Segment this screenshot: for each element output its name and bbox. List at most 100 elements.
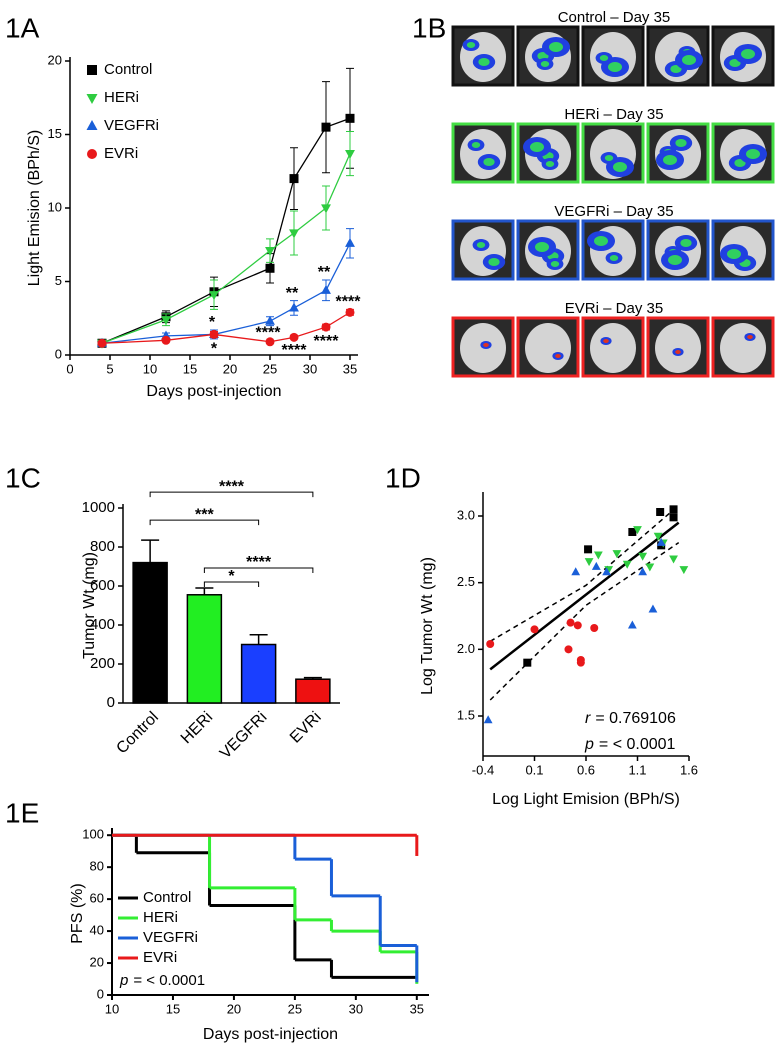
marker — [566, 618, 575, 627]
marker — [584, 558, 594, 567]
legend-label: VEGFRi — [104, 117, 159, 134]
marker — [627, 620, 637, 629]
stat-symbol: p — [119, 972, 128, 989]
bar — [240, 643, 277, 704]
panel-label: 1E — [5, 797, 39, 828]
legend-label: Control — [143, 889, 191, 906]
signal-core — [675, 350, 681, 354]
marker — [483, 715, 493, 724]
x-axis-label: Days post-injection — [203, 1026, 338, 1043]
bar — [132, 561, 168, 704]
signal-core — [675, 139, 687, 147]
x-tick-label: 15 — [183, 361, 197, 376]
marker — [523, 658, 532, 667]
mouse-body — [720, 323, 766, 373]
significance-label: ** — [318, 264, 331, 281]
x-tick-label: HERi — [178, 709, 216, 747]
stat-symbol: p — [584, 736, 594, 753]
x-tick-label: 35 — [410, 1001, 424, 1016]
image-group-title: EVRi – Day 35 — [565, 300, 663, 317]
legend-label: EVRi — [143, 949, 177, 966]
x-tick-label: 1.1 — [628, 762, 646, 777]
significance-label: **** — [246, 554, 272, 571]
signal-core — [599, 55, 609, 61]
signal-core — [535, 242, 549, 252]
significance-bracket — [203, 581, 260, 587]
signal-core — [471, 142, 481, 148]
y-tick-label: 400 — [90, 616, 115, 633]
error-bar — [141, 539, 160, 563]
marker — [345, 307, 355, 317]
y-tick-label: 10 — [48, 199, 62, 214]
y-axis-label: PFS (%) — [69, 883, 86, 943]
x-tick-label: EVRi — [287, 709, 325, 747]
signal-core — [550, 261, 560, 267]
panel-label: 1A — [5, 12, 40, 43]
signal-core — [682, 55, 696, 65]
legend-label: HERi — [104, 89, 139, 106]
marker — [638, 567, 648, 576]
marker — [345, 237, 355, 247]
signal-core — [680, 239, 692, 247]
signal-core — [608, 62, 622, 72]
marker — [321, 322, 331, 332]
signal-core — [663, 155, 677, 165]
marker — [345, 150, 355, 160]
y-tick-label: 0 — [107, 694, 115, 711]
y-tick-label: 80 — [90, 859, 104, 874]
marker — [633, 526, 642, 535]
marker — [289, 302, 299, 312]
y-tick-label: 2.5 — [457, 574, 475, 589]
marker — [591, 561, 601, 570]
marker — [289, 229, 299, 239]
signal-core — [746, 149, 760, 159]
marker — [622, 560, 632, 569]
marker — [573, 621, 582, 630]
error-bar — [249, 634, 268, 645]
x-tick-label: 25 — [288, 1001, 302, 1016]
stat-label: p = < 0.0001 — [584, 736, 676, 753]
legend-label: Control — [104, 61, 152, 78]
x-tick-label: 0.1 — [525, 762, 543, 777]
marker — [161, 335, 171, 345]
marker — [679, 566, 689, 575]
marker — [209, 329, 219, 339]
y-tick-label: 100 — [82, 827, 104, 842]
panel-label: 1C — [5, 462, 41, 493]
regression-line — [489, 521, 680, 671]
signal-core — [483, 343, 489, 347]
marker — [345, 113, 355, 123]
x-tick-label: Control — [113, 709, 162, 758]
legend-label: VEGFRi — [143, 929, 198, 946]
y-tick-label: 600 — [90, 577, 115, 594]
marker — [638, 552, 648, 561]
x-axis-label: Log Light Emision (BPh/S) — [492, 791, 680, 808]
stat-symbol: r — [585, 710, 591, 727]
signal-core — [483, 158, 495, 166]
x-tick-label: 30 — [303, 361, 317, 376]
bar — [295, 678, 331, 704]
marker — [602, 567, 611, 576]
stat-label: r = 0.769106 — [585, 710, 676, 727]
x-tick-label: 15 — [166, 1001, 180, 1016]
significance-bracket — [203, 567, 314, 573]
legend-label: EVRi — [104, 145, 138, 162]
marker — [86, 120, 98, 130]
signal-core — [604, 155, 614, 161]
y-tick-label: 15 — [48, 126, 62, 141]
signal-core — [466, 42, 476, 48]
signal-core — [603, 339, 609, 343]
y-tick-label: 40 — [90, 923, 104, 938]
significance-bracket — [149, 491, 314, 498]
significance-bracket — [149, 519, 260, 526]
marker — [669, 555, 678, 564]
significance-label: * — [228, 568, 235, 585]
confidence-band — [489, 504, 680, 642]
marker — [612, 550, 622, 559]
significance-label: **** — [256, 325, 282, 342]
y-tick-label: 5 — [55, 273, 62, 288]
significance-label: **** — [219, 478, 245, 495]
y-tick-label: 1000 — [82, 499, 115, 516]
stat-value: = < 0.0001 — [133, 972, 205, 989]
y-tick-label: 3.0 — [457, 507, 475, 522]
